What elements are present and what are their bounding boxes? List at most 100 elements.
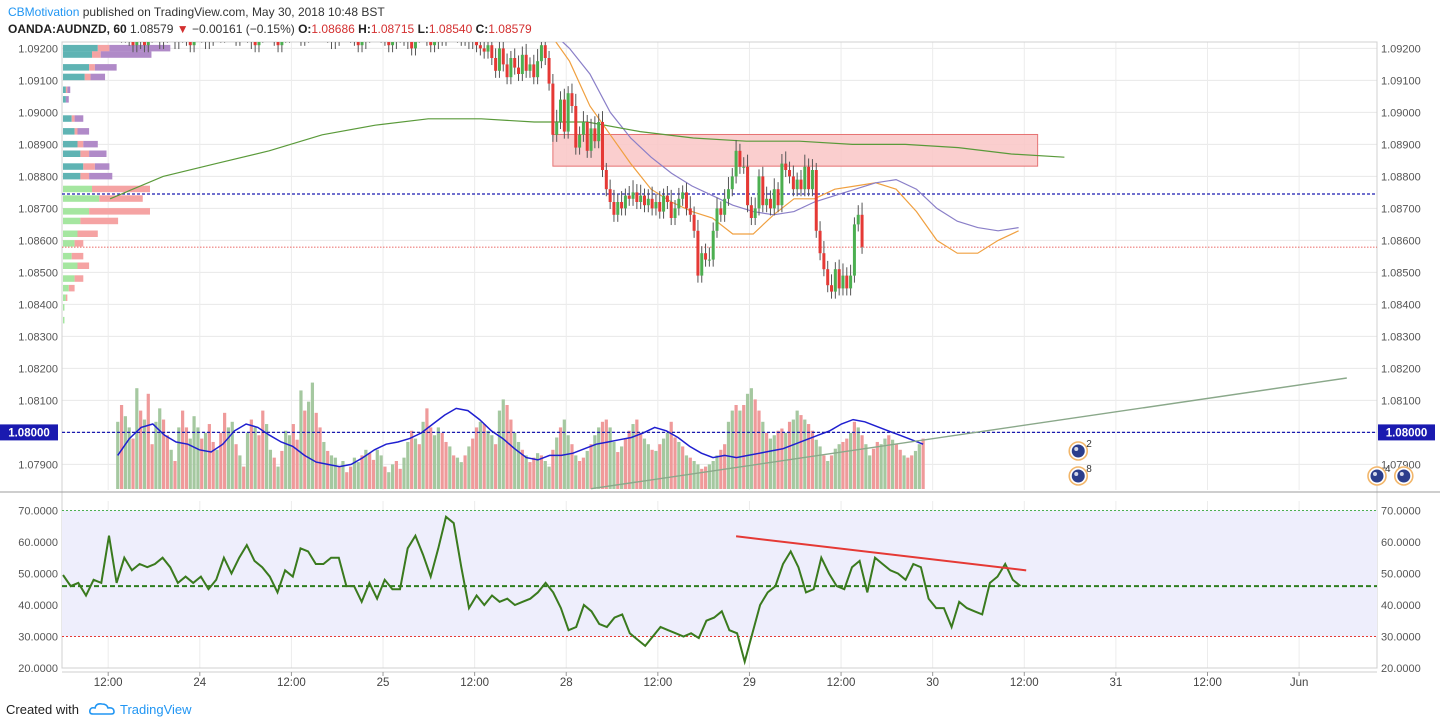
author-link[interactable]: CBMotivation bbox=[8, 5, 80, 19]
price-tick-right: 1.09100 bbox=[1381, 75, 1421, 87]
candle-body bbox=[623, 195, 627, 209]
australia-flag-icon[interactable]: 4 bbox=[1367, 464, 1391, 486]
rsi-tick-left: 70.0000 bbox=[18, 505, 58, 517]
volume-bar bbox=[127, 427, 131, 489]
candle-body bbox=[662, 195, 666, 212]
profile-bar-other bbox=[77, 128, 90, 135]
candle-body bbox=[841, 275, 845, 289]
time-tick-label: 12:00 bbox=[1193, 677, 1222, 689]
candle-body bbox=[627, 195, 631, 199]
volume-bar bbox=[486, 430, 490, 489]
candle-body bbox=[589, 128, 593, 151]
volume-bar bbox=[520, 449, 524, 489]
supply-zone-rect[interactable] bbox=[552, 133, 1039, 167]
time-tick-label: 25 bbox=[377, 677, 390, 689]
candle-body bbox=[276, 42, 280, 46]
event-count: 4 bbox=[1385, 464, 1391, 475]
candle-body bbox=[280, 42, 284, 46]
profile-bar-up bbox=[63, 115, 72, 122]
candle-body bbox=[860, 214, 864, 247]
volume-bar bbox=[196, 427, 200, 489]
volume-bar bbox=[887, 435, 891, 489]
candle-body bbox=[253, 42, 257, 46]
volume-bar bbox=[211, 441, 215, 489]
volume-bar bbox=[356, 462, 360, 489]
candle-body bbox=[799, 179, 803, 190]
volume-bar bbox=[856, 427, 860, 489]
candle-body bbox=[753, 208, 757, 218]
tradingview-brand[interactable]: TradingView bbox=[120, 702, 192, 717]
volume-bar bbox=[875, 441, 879, 489]
candle-body bbox=[475, 42, 479, 46]
candle-body bbox=[478, 45, 482, 49]
candle-body bbox=[726, 189, 730, 199]
volume-ma-line bbox=[117, 407, 924, 468]
event-markers[interactable]: 2 8 4 bbox=[1068, 439, 1414, 486]
volume-bar bbox=[738, 410, 742, 489]
volume-bar bbox=[627, 430, 631, 489]
volume-bar bbox=[810, 430, 815, 489]
candle-body bbox=[837, 269, 841, 289]
volume-bar bbox=[482, 424, 486, 489]
candle-body bbox=[555, 122, 559, 135]
profile-bar-up bbox=[63, 294, 66, 301]
profile-bar-down bbox=[92, 51, 101, 58]
volume-bar bbox=[207, 424, 211, 489]
australia-flag-icon[interactable]: 8 bbox=[1068, 464, 1092, 486]
profile-bar-down bbox=[89, 64, 95, 71]
candle-body bbox=[585, 122, 589, 151]
australia-flag-icon[interactable]: 2 bbox=[1068, 439, 1092, 461]
volume-bar bbox=[410, 430, 414, 489]
candle-body bbox=[135, 42, 139, 46]
candle-body bbox=[524, 54, 528, 71]
candle-body bbox=[715, 208, 719, 231]
volume-bar bbox=[215, 449, 219, 489]
profile-bar-up bbox=[63, 96, 66, 103]
supply-zone[interactable] bbox=[552, 133, 1039, 167]
volume-bar bbox=[142, 419, 147, 489]
volume-bar bbox=[150, 444, 154, 489]
price-tick-right: 1.08500 bbox=[1381, 267, 1421, 279]
horizontal-levels[interactable] bbox=[62, 193, 1377, 433]
price-tick-right: 1.09000 bbox=[1381, 107, 1421, 119]
profile-bar-other bbox=[94, 64, 117, 71]
volume-bar bbox=[402, 457, 406, 489]
candle-body bbox=[681, 192, 685, 199]
volume-bar bbox=[619, 446, 624, 489]
time-tick-label: 12:00 bbox=[1010, 677, 1039, 689]
event-count: 2 bbox=[1086, 439, 1092, 450]
candle-body bbox=[142, 42, 146, 46]
rsi-tick-left: 40.0000 bbox=[18, 600, 58, 612]
candle-body bbox=[856, 214, 860, 225]
trendline[interactable] bbox=[590, 377, 1347, 490]
close-value: 1.08579 bbox=[488, 22, 532, 36]
candle-body bbox=[833, 269, 837, 292]
volume-bar bbox=[223, 412, 227, 489]
profile-bar-down bbox=[97, 44, 110, 52]
volume-bar bbox=[745, 393, 750, 489]
trendline-line[interactable] bbox=[590, 377, 1347, 490]
price-chart[interactable]: 1.09200 1.09200 1.09100 1.09100 1.09000 1.090… bbox=[0, 40, 1440, 692]
candle-body bbox=[604, 170, 608, 190]
volume-bar bbox=[833, 448, 837, 489]
rsi-divergence-line[interactable] bbox=[735, 535, 1027, 572]
volume-bar bbox=[902, 455, 906, 489]
time-tick-label: 12:00 bbox=[94, 677, 123, 689]
volume-bar bbox=[287, 435, 292, 489]
australia-flag-icon[interactable] bbox=[1394, 466, 1414, 486]
volume-bar bbox=[665, 433, 669, 489]
volume-bar bbox=[490, 435, 494, 489]
price-tick-left: 1.08100 bbox=[18, 395, 58, 407]
rsi-tick-right: 20.0000 bbox=[1381, 663, 1421, 675]
published-text: published on TradingView.com, May 30, 20… bbox=[82, 5, 385, 19]
volume-bar bbox=[158, 408, 162, 489]
volume-bar bbox=[696, 464, 700, 489]
volume-bar bbox=[448, 446, 452, 489]
candle-body bbox=[536, 61, 540, 78]
symbol-name[interactable]: OANDA:AUDNZD, 60 bbox=[8, 22, 127, 36]
candle-body bbox=[788, 170, 792, 177]
profile-bar-up bbox=[63, 275, 75, 282]
rsi-band-fill bbox=[62, 510, 1377, 637]
volume-bar bbox=[734, 405, 738, 489]
volume-bar bbox=[295, 439, 299, 489]
